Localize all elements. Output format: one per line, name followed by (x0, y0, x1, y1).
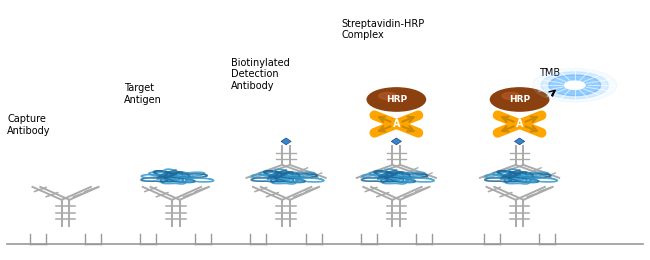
Circle shape (541, 72, 608, 99)
Circle shape (532, 68, 617, 102)
Text: TMB: TMB (539, 68, 560, 79)
Text: Streptavidin-HRP
Complex: Streptavidin-HRP Complex (341, 19, 424, 40)
Circle shape (367, 88, 426, 111)
Text: Capture
Antibody: Capture Antibody (7, 114, 51, 136)
Text: HRP: HRP (386, 95, 407, 104)
Text: HRP: HRP (509, 95, 530, 104)
Circle shape (490, 88, 549, 111)
Text: A: A (516, 119, 523, 129)
Circle shape (564, 81, 585, 89)
Polygon shape (281, 138, 291, 145)
Text: Target
Antigen: Target Antigen (124, 83, 162, 105)
Text: Biotinylated
Detection
Antibody: Biotinylated Detection Antibody (231, 57, 290, 91)
Circle shape (549, 75, 601, 96)
Circle shape (556, 78, 593, 93)
Polygon shape (391, 138, 402, 145)
Circle shape (379, 93, 396, 100)
Circle shape (502, 93, 519, 100)
Text: A: A (393, 119, 400, 129)
Polygon shape (515, 138, 525, 145)
